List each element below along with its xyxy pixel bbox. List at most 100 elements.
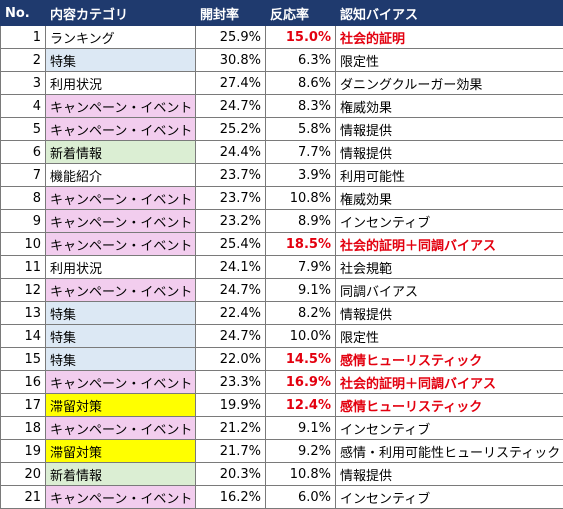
response-rate: 7.9%	[266, 256, 336, 279]
response-rate: 8.3%	[266, 95, 336, 118]
open-rate: 20.3%	[196, 463, 266, 486]
cognitive-bias: 社会規範	[336, 256, 563, 279]
header-cognitive-bias: 認知バイアス	[336, 1, 563, 26]
row-number: 10	[1, 233, 46, 256]
cognitive-bias: 社会的証明	[336, 26, 563, 49]
content-category: 特集	[46, 49, 196, 72]
content-category: 滞留対策	[46, 440, 196, 463]
response-rate: 9.1%	[266, 279, 336, 302]
open-rate: 30.8%	[196, 49, 266, 72]
content-category: 新着情報	[46, 141, 196, 164]
row-number: 17	[1, 394, 46, 417]
open-rate: 22.4%	[196, 302, 266, 325]
response-rate: 10.8%	[266, 463, 336, 486]
response-rate: 6.3%	[266, 49, 336, 72]
response-rate: 9.2%	[266, 440, 336, 463]
cognitive-bias: 権威効果	[336, 187, 563, 210]
row-number: 6	[1, 141, 46, 164]
response-rate: 3.9%	[266, 164, 336, 187]
content-category: キャンペーン・イベント	[46, 486, 196, 509]
content-category: キャンペーン・イベント	[46, 210, 196, 233]
cognitive-bias: 感情・利用可能性ヒューリスティック	[336, 440, 563, 463]
row-number: 2	[1, 49, 46, 72]
content-category: キャンペーン・イベント	[46, 279, 196, 302]
content-category: 特集	[46, 325, 196, 348]
response-rate: 9.1%	[266, 417, 336, 440]
response-rate: 15.0%	[266, 26, 336, 49]
cognitive-bias: 同調バイアス	[336, 279, 563, 302]
content-category: ランキング	[46, 26, 196, 49]
cognitive-bias: 情報提供	[336, 141, 563, 164]
open-rate: 25.4%	[196, 233, 266, 256]
response-rate: 16.9%	[266, 371, 336, 394]
content-category: キャンペーン・イベント	[46, 187, 196, 210]
header-category: 内容カテゴリ	[46, 1, 196, 26]
header-open-rate: 開封率	[196, 1, 266, 26]
cognitive-bias: 情報提供	[336, 302, 563, 325]
row-number: 8	[1, 187, 46, 210]
response-rate: 8.6%	[266, 72, 336, 95]
cognitive-bias: 限定性	[336, 325, 563, 348]
content-category: キャンペーン・イベント	[46, 95, 196, 118]
content-category: キャンペーン・イベント	[46, 417, 196, 440]
row-number: 7	[1, 164, 46, 187]
row-number: 11	[1, 256, 46, 279]
open-rate: 24.7%	[196, 325, 266, 348]
row-number: 20	[1, 463, 46, 486]
row-number: 4	[1, 95, 46, 118]
open-rate: 22.0%	[196, 348, 266, 371]
open-rate: 16.2%	[196, 486, 266, 509]
response-rate: 5.8%	[266, 118, 336, 141]
row-number: 19	[1, 440, 46, 463]
open-rate: 27.4%	[196, 72, 266, 95]
cognitive-bias: 権威効果	[336, 95, 563, 118]
row-number: 14	[1, 325, 46, 348]
row-number: 3	[1, 72, 46, 95]
row-number: 1	[1, 26, 46, 49]
cognitive-bias: 限定性	[336, 49, 563, 72]
open-rate: 23.2%	[196, 210, 266, 233]
response-rate: 10.8%	[266, 187, 336, 210]
content-category: 機能紹介	[46, 164, 196, 187]
header-no: No.	[1, 1, 46, 26]
row-number: 18	[1, 417, 46, 440]
cognitive-bias: 社会的証明＋同調バイアス	[336, 371, 563, 394]
row-number: 12	[1, 279, 46, 302]
row-number: 15	[1, 348, 46, 371]
row-number: 21	[1, 486, 46, 509]
content-category: 新着情報	[46, 463, 196, 486]
row-number: 13	[1, 302, 46, 325]
cognitive-bias: 情報提供	[336, 463, 563, 486]
cognitive-bias: 感情ヒューリスティック	[336, 394, 563, 417]
cognitive-bias: 利用可能性	[336, 164, 563, 187]
content-category: キャンペーン・イベント	[46, 118, 196, 141]
cognitive-bias: 社会的証明＋同調バイアス	[336, 233, 563, 256]
cognitive-bias: インセンティブ	[336, 486, 563, 509]
row-number: 5	[1, 118, 46, 141]
cognitive-bias: 感情ヒューリスティック	[336, 348, 563, 371]
content-category: キャンペーン・イベント	[46, 233, 196, 256]
cognitive-bias: インセンティブ	[336, 417, 563, 440]
header-response-rate: 反応率	[266, 1, 336, 26]
open-rate: 21.2%	[196, 417, 266, 440]
open-rate: 24.7%	[196, 95, 266, 118]
